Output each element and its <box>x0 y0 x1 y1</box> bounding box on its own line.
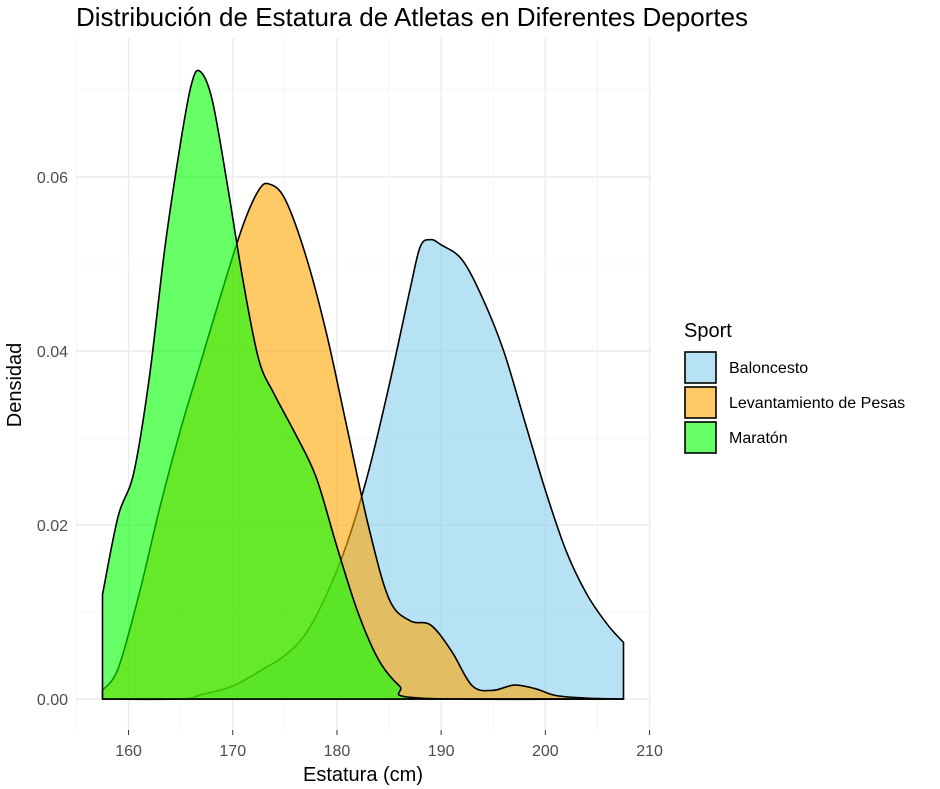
x-tick-label: 210 <box>636 743 663 760</box>
legend-title: Sport <box>684 320 732 342</box>
legend-key-levantamiento-de-pesas <box>684 386 717 419</box>
y-axis-ticks: 0.00 0.02 0.04 0.06 <box>37 170 68 709</box>
y-tick-label: 0.02 <box>37 518 68 535</box>
x-tick-label: 160 <box>115 743 142 760</box>
x-tick-label: 200 <box>532 743 559 760</box>
y-tick-label: 0.00 <box>37 692 68 709</box>
legend-key-baloncesto <box>684 351 717 384</box>
legend-label-levantamiento-de-pesas: Levantamiento de Pesas <box>729 395 905 412</box>
x-tick-label: 170 <box>219 743 246 760</box>
legend: Sport Baloncesto Levantamiento de Pesas Ma… <box>684 320 905 454</box>
x-axis-title: Estatura (cm) <box>303 764 423 786</box>
x-tick-label: 190 <box>428 743 455 760</box>
legend-key-marat-n <box>684 421 717 454</box>
density-areas <box>101 69 625 701</box>
y-tick-label: 0.04 <box>37 344 68 361</box>
legend-label-baloncesto: Baloncesto <box>729 360 808 377</box>
legend-label-marat-n: Maratón <box>729 430 788 447</box>
y-tick-label: 0.06 <box>37 170 68 187</box>
y-axis-title: Densidad <box>4 343 26 428</box>
density-area-marat-n <box>101 69 625 701</box>
chart-title: Distribución de Estatura de Atletas en D… <box>76 2 748 32</box>
x-tick-label: 180 <box>324 743 351 760</box>
x-axis-ticks: 160 170 180 190 200 210 <box>115 730 663 760</box>
